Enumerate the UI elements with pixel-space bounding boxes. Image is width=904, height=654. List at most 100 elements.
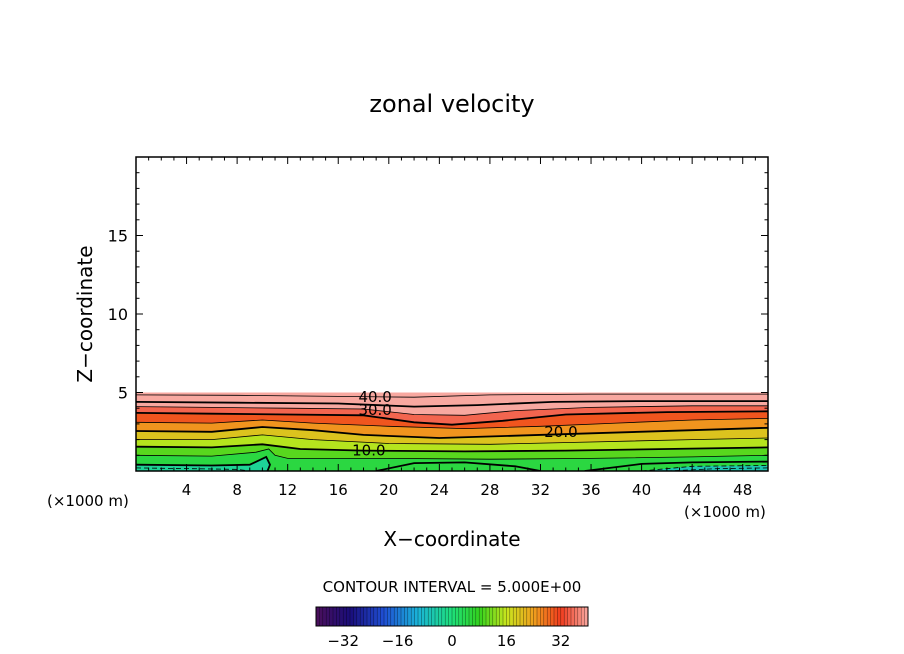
x-tick-label: 48 (733, 481, 752, 499)
contour-line-0 (584, 460, 768, 471)
colorbar-tick-label: −16 (382, 632, 414, 650)
colorbar-swatch (526, 607, 531, 626)
x-tick-label: 36 (581, 481, 600, 499)
colorbar-swatch (441, 607, 446, 626)
colorbar-swatch (431, 607, 436, 626)
colorbar-swatch (356, 607, 361, 626)
y-tick-label: 10 (108, 305, 128, 324)
x-tick-label: 44 (683, 481, 702, 499)
contour-fill (136, 392, 768, 471)
colorbar-swatch (540, 607, 545, 626)
colorbar-swatch (329, 607, 334, 626)
colorbar-swatch (360, 607, 365, 626)
colorbar-swatch (435, 607, 439, 626)
colorbar-swatch (537, 607, 541, 626)
x-tick-label: 28 (480, 481, 499, 499)
contour-line-25 (136, 418, 768, 430)
colorbar: −32 −16 0 16 32 (315, 606, 589, 650)
contour-line-40 (136, 400, 768, 408)
colorbar-swatch (489, 607, 494, 626)
colorbar-swatch (571, 607, 575, 626)
colorbar-swatch (503, 607, 507, 626)
colorbar-swatch (394, 607, 399, 626)
colorbar-swatch (458, 607, 463, 626)
colorbar-swatch (363, 607, 368, 626)
colorbar-swatch (316, 607, 320, 626)
x-tick-label: 20 (379, 481, 398, 499)
contour-label: 20.0 (544, 423, 577, 441)
colorbar-swatch (367, 607, 371, 626)
colorbar-swatch (486, 607, 490, 626)
x-axis-title: X−coordinate (383, 527, 520, 551)
colorbar-swatch (513, 607, 518, 626)
colorbar-swatch (377, 607, 382, 626)
colorbar-swatch (452, 607, 456, 626)
colorbar-swatch (516, 607, 521, 626)
colorbar-swatch (482, 607, 487, 626)
contour-lines (136, 393, 768, 471)
contour-band-top (136, 392, 768, 398)
colorbar-swatch (404, 607, 409, 626)
colorbar-swatch (564, 607, 569, 626)
x-tick-label: 40 (632, 481, 651, 499)
colorbar-swatch (475, 607, 480, 626)
colorbar-swatch (581, 607, 586, 626)
colorbar-swatch (554, 607, 558, 626)
contour-band-negative-left (136, 456, 270, 471)
colorbar-swatch (414, 607, 419, 626)
colorbar-swatch (520, 607, 524, 626)
colorbar-swatch (353, 607, 358, 626)
contour-line-30 (136, 410, 768, 426)
colorbar-tick-label: 32 (551, 632, 570, 650)
y-tick-label: 15 (108, 227, 128, 246)
colorbar-swatch (418, 607, 422, 626)
colorbar-swatch (445, 607, 450, 626)
colorbar-swatch (339, 607, 344, 626)
colorbar-swatch (336, 607, 341, 626)
x-tick-label: 8 (232, 481, 242, 499)
colorbar-swatch (322, 607, 327, 626)
contour-line-20 (136, 426, 768, 439)
colorbar-swatch (350, 607, 354, 626)
x-tick-label: 12 (278, 481, 297, 499)
colorbar-swatch (455, 607, 460, 626)
colorbar-swatch (557, 607, 562, 626)
chart-title: zonal velocity (369, 90, 534, 118)
colorbar-swatch (343, 607, 348, 626)
colorbar-tick-label: 16 (497, 632, 516, 650)
colorbar-swatch (472, 607, 477, 626)
colorbar-swatch (370, 607, 375, 626)
colorbar-swatch (438, 607, 443, 626)
contour-line-5 (136, 448, 768, 460)
colorbar-swatch (479, 607, 484, 626)
colorbar-swatch (577, 607, 582, 626)
colorbar-swatch (469, 607, 473, 626)
colorbar-swatch (424, 607, 429, 626)
contour-band-5 (136, 449, 768, 471)
colorbar-tick-label: 0 (447, 632, 457, 650)
colorbar-swatch (319, 607, 324, 626)
colorbar-swatch (543, 607, 548, 626)
colorbar-swatch (574, 607, 579, 626)
colorbar-swatch (567, 607, 572, 626)
contour-line-35 (136, 405, 768, 416)
x-tick-label: 4 (182, 481, 192, 499)
colorbar-swatch (584, 607, 589, 626)
y-axis-ticks: 5 10 15 (108, 156, 768, 472)
y-tick-label: 5 (118, 384, 128, 403)
colorbar-swatch (411, 607, 416, 626)
colorbar-frame (315, 606, 589, 627)
colorbar-swatch (387, 607, 392, 626)
colorbar-swatch (401, 607, 405, 626)
colorbar-swatch (496, 607, 501, 626)
colorbar-swatch (462, 607, 467, 626)
colorbar-swatch (380, 607, 385, 626)
colorbar-swatch (506, 607, 511, 626)
contour-label: 10.0 (352, 442, 385, 460)
colorbar-swatch (560, 607, 565, 626)
colorbar-swatch (397, 607, 402, 626)
contour-line-15 (136, 434, 768, 445)
x-axis-ticks: 4 8 12 16 20 24 28 32 36 40 44 48 (135, 157, 769, 499)
x-unit-label-right: (×1000 m) (684, 503, 766, 521)
